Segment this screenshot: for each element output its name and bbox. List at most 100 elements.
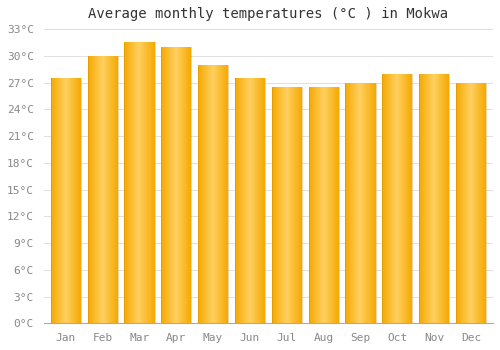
Bar (220, 65, 221, 323)
Bar (392, 74, 394, 323)
Bar (368, 83, 370, 323)
Bar (475, 83, 476, 323)
Bar (150, 42, 152, 323)
Bar (464, 83, 465, 323)
Bar (468, 83, 469, 323)
Bar (136, 42, 138, 323)
Bar (388, 74, 389, 323)
Bar (471, 83, 472, 323)
Bar (171, 47, 172, 323)
Bar (322, 87, 324, 323)
Bar (74, 78, 75, 323)
Bar (441, 74, 442, 323)
Bar (237, 78, 238, 323)
Bar (404, 74, 406, 323)
Bar (112, 56, 114, 323)
Bar (446, 74, 447, 323)
Bar (481, 83, 482, 323)
Bar (242, 78, 243, 323)
Bar (485, 83, 486, 323)
Bar (212, 65, 213, 323)
Bar (250, 78, 251, 323)
Bar (356, 83, 358, 323)
Bar (260, 78, 261, 323)
Bar (346, 83, 348, 323)
Bar (289, 87, 290, 323)
Bar (324, 87, 326, 323)
Bar (326, 87, 328, 323)
Bar (334, 87, 336, 323)
Bar (226, 65, 227, 323)
Bar (410, 74, 412, 323)
Bar (296, 87, 297, 323)
Bar (71, 78, 72, 323)
Bar (162, 47, 163, 323)
Bar (67, 78, 68, 323)
Bar (202, 65, 203, 323)
Bar (300, 87, 301, 323)
Bar (474, 83, 475, 323)
Bar (374, 83, 376, 323)
Bar (130, 42, 132, 323)
Bar (167, 47, 168, 323)
Bar (186, 47, 188, 323)
Bar (90, 56, 92, 323)
Bar (434, 74, 435, 323)
Bar (198, 65, 199, 323)
Bar (278, 87, 280, 323)
Bar (199, 65, 200, 323)
Bar (469, 83, 470, 323)
Bar (385, 74, 386, 323)
Bar (292, 87, 293, 323)
Bar (211, 65, 212, 323)
Bar (247, 78, 248, 323)
Bar (261, 78, 262, 323)
Bar (466, 83, 467, 323)
Bar (161, 47, 162, 323)
Bar (218, 65, 219, 323)
Bar (285, 87, 286, 323)
Bar (280, 87, 281, 323)
Bar (284, 87, 285, 323)
Bar (435, 74, 436, 323)
Bar (257, 78, 258, 323)
Bar (465, 83, 466, 323)
Bar (437, 74, 438, 323)
Bar (190, 47, 192, 323)
Bar (110, 56, 112, 323)
Bar (402, 74, 404, 323)
Bar (440, 74, 441, 323)
Bar (249, 78, 250, 323)
Bar (138, 42, 140, 323)
Bar (287, 87, 288, 323)
Bar (254, 78, 255, 323)
Title: Average monthly temperatures (°C ) in Mokwa: Average monthly temperatures (°C ) in Mo… (88, 7, 448, 21)
Bar (276, 87, 278, 323)
Bar (350, 83, 352, 323)
Bar (114, 56, 116, 323)
Bar (354, 83, 356, 323)
Bar (165, 47, 166, 323)
Bar (56, 78, 58, 323)
Bar (459, 83, 460, 323)
Bar (238, 78, 239, 323)
Bar (301, 87, 302, 323)
Bar (430, 74, 431, 323)
Bar (182, 47, 184, 323)
Bar (126, 42, 128, 323)
Bar (73, 78, 74, 323)
Bar (478, 83, 479, 323)
Bar (102, 56, 104, 323)
Bar (213, 65, 214, 323)
Bar (264, 78, 265, 323)
Bar (316, 87, 318, 323)
Bar (433, 74, 434, 323)
Bar (124, 42, 126, 323)
Bar (225, 65, 226, 323)
Bar (425, 74, 426, 323)
Bar (427, 74, 428, 323)
Bar (282, 87, 283, 323)
Bar (463, 83, 464, 323)
Bar (262, 78, 263, 323)
Bar (214, 65, 215, 323)
